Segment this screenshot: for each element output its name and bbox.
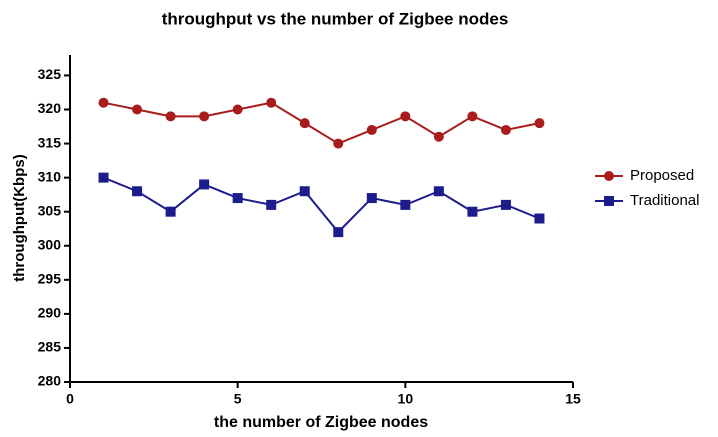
marker: [534, 213, 545, 224]
legend-label: Traditional: [630, 192, 699, 209]
marker: [98, 97, 109, 108]
chart-title: throughput vs the number of Zigbee nodes: [162, 9, 509, 28]
marker: [366, 193, 377, 204]
marker: [132, 186, 143, 197]
marker: [500, 124, 511, 135]
x-tick-label: 15: [565, 391, 581, 407]
y-axis-label: throughput(Kbps): [11, 154, 28, 281]
marker: [266, 97, 277, 108]
marker: [400, 111, 411, 122]
marker: [366, 124, 377, 135]
x-tick-label: 10: [398, 391, 414, 407]
series-line: [103, 176, 540, 234]
marker: [433, 131, 444, 142]
marker: [232, 193, 243, 204]
y-tick-label: 315: [38, 134, 62, 150]
y-tick-label: 325: [38, 66, 62, 82]
marker: [333, 227, 344, 238]
legend-label: Proposed: [630, 167, 694, 184]
y-tick-label: 300: [38, 236, 62, 252]
marker: [500, 199, 511, 210]
legend-marker: [604, 171, 614, 181]
marker: [467, 111, 478, 122]
marker: [467, 206, 478, 217]
y-tick-label: 305: [38, 202, 62, 218]
y-tick-label: 295: [38, 271, 62, 287]
x-tick-label: 5: [234, 391, 242, 407]
marker: [266, 199, 277, 210]
y-tick-label: 290: [38, 305, 62, 321]
marker: [400, 199, 411, 210]
y-tick-label: 280: [38, 373, 62, 389]
marker: [132, 104, 143, 115]
marker: [165, 111, 176, 122]
y-tick-label: 320: [38, 100, 62, 116]
marker: [165, 206, 176, 217]
y-tick-label: 310: [38, 168, 62, 184]
marker: [433, 186, 444, 197]
x-axis-label: the number of Zigbee nodes: [214, 414, 428, 431]
marker: [98, 172, 109, 183]
x-tick-label: 0: [66, 391, 74, 407]
marker: [534, 118, 545, 129]
marker: [333, 138, 344, 149]
marker: [232, 104, 243, 115]
series-line: [103, 101, 540, 145]
marker: [299, 186, 310, 197]
legend-marker: [604, 196, 614, 206]
marker: [199, 111, 210, 122]
y-tick-label: 285: [38, 339, 62, 355]
marker: [299, 118, 310, 129]
marker: [199, 179, 210, 190]
